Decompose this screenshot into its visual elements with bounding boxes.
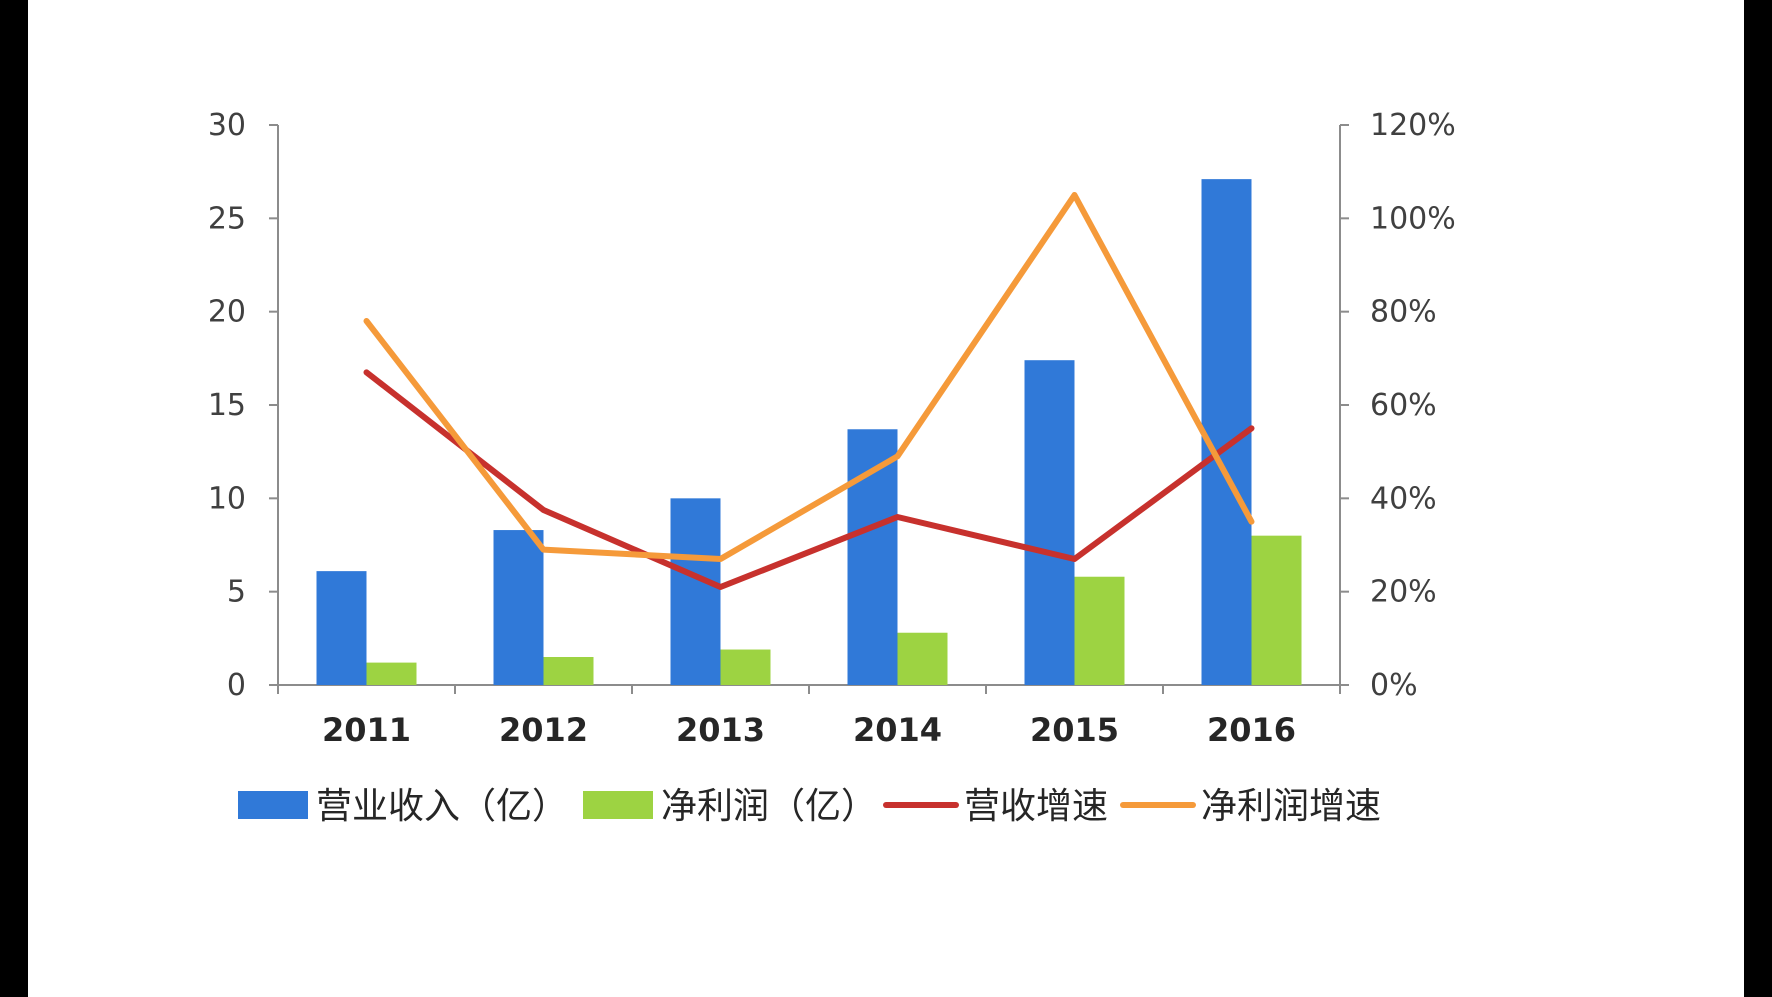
right-y-tick-label: 100% bbox=[1370, 201, 1456, 236]
net-profit-bar bbox=[543, 657, 594, 685]
revenue-bar bbox=[1024, 360, 1075, 685]
x-category-label: 2014 bbox=[853, 711, 942, 749]
x-category-label: 2012 bbox=[499, 711, 588, 749]
combo-chart: 0 5 10 15 20 25 30 0% 20% 40% 60% 80% 100% 120% 2011 20… bbox=[208, 108, 1456, 827]
right-y-tick-label: 20% bbox=[1370, 575, 1437, 610]
revenue-bar bbox=[493, 530, 544, 685]
legend-swatch bbox=[238, 791, 308, 819]
right-y-tick-label: 0% bbox=[1370, 668, 1418, 703]
x-category-label: 2013 bbox=[676, 711, 765, 749]
net-profit-bar bbox=[366, 662, 417, 685]
revenue-bar bbox=[670, 498, 721, 685]
left-y-tick-label: 15 bbox=[208, 388, 246, 423]
net-profit-bar bbox=[1251, 535, 1302, 685]
legend-label: 营业收入（亿） bbox=[316, 786, 568, 827]
left-y-tick-label: 10 bbox=[208, 481, 246, 516]
net-profit-bar bbox=[1074, 576, 1125, 685]
legend-swatch bbox=[583, 791, 653, 819]
x-category-label: 2016 bbox=[1207, 711, 1296, 749]
chart-canvas: 0 5 10 15 20 25 30 0% 20% 40% 60% 80% 100% 120% 2011 20… bbox=[28, 0, 1744, 997]
x-category-label: 2011 bbox=[322, 711, 411, 749]
legend-label: 净利润增速 bbox=[1201, 786, 1381, 827]
left-y-tick-label: 0 bbox=[227, 668, 246, 703]
revenue-bar bbox=[316, 571, 367, 685]
right-y-tick-label: 40% bbox=[1370, 481, 1437, 516]
legend-label: 营收增速 bbox=[964, 786, 1108, 827]
left-y-tick-label: 20 bbox=[208, 295, 246, 330]
left-y-tick-label: 30 bbox=[208, 108, 246, 143]
revenue-growth-line bbox=[363, 369, 1255, 590]
net-profit-bar bbox=[720, 649, 771, 685]
net-profit-growth-line bbox=[363, 192, 1255, 562]
x-category-label: 2015 bbox=[1030, 711, 1119, 749]
left-y-tick-label: 25 bbox=[208, 201, 246, 236]
left-y-tick-label: 5 bbox=[227, 575, 246, 610]
right-y-tick-label: 60% bbox=[1370, 388, 1437, 423]
net-profit-bar bbox=[897, 632, 948, 685]
right-y-tick-label: 80% bbox=[1370, 295, 1437, 330]
right-y-tick-label: 120% bbox=[1370, 108, 1456, 143]
legend-label: 净利润（亿） bbox=[661, 786, 877, 827]
